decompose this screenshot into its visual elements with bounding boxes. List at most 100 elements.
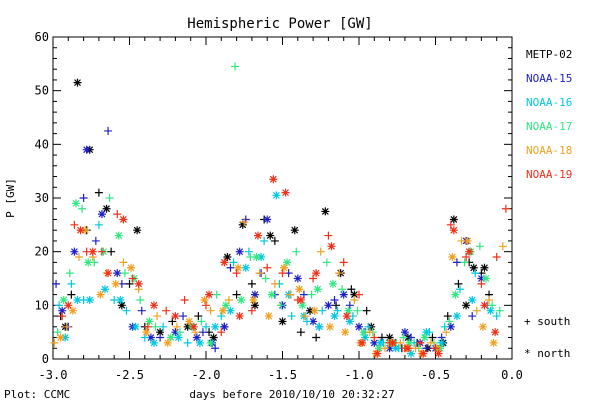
north-point [448,253,457,262]
south-point [128,274,137,283]
south-point [270,279,279,288]
marker-key: + south * north [524,315,570,360]
north-point [257,253,266,262]
south-point [202,301,210,310]
north-point [312,269,321,278]
north-point [489,338,498,347]
north-point [385,344,394,353]
south-point [345,301,354,310]
y-tick-label: 40 [35,137,49,151]
south-point [247,306,256,315]
south-point [217,328,226,337]
south-point [443,312,452,321]
north-point [71,199,80,208]
north-point [293,274,302,283]
south-point [477,279,486,288]
plot-frame [52,36,513,360]
south-point [472,306,481,315]
north-point [480,263,489,272]
north-point [296,295,305,304]
south-point [428,333,437,342]
north-point [223,253,232,262]
north-point [221,301,230,310]
north-point [370,338,379,347]
south-point [153,312,162,321]
north-point [477,274,486,283]
north-point [403,344,412,353]
south-point [445,317,454,326]
north-point [171,328,180,337]
south-point [488,301,497,310]
north-point [359,328,368,337]
south-point [175,328,184,337]
north-point [272,191,281,200]
south-point [55,301,64,310]
north-point [234,263,243,272]
x-tick-label: -1.0 [345,368,374,382]
south-point [206,306,215,315]
south-point [226,263,235,272]
north-point [298,301,307,310]
south-point [396,338,405,347]
north-point [131,322,140,331]
south-point [194,312,203,321]
north-point [341,328,350,337]
north-point [376,338,385,347]
south-point [94,220,103,229]
south-point [381,344,390,353]
north-point [321,207,330,216]
north-point [449,226,458,235]
south-point [122,306,131,315]
north-point [235,247,244,256]
south-point [107,247,116,256]
north-point [267,290,276,299]
north-point [452,312,461,321]
x-tick-label: -1.5 [268,368,297,382]
north-point [313,285,322,294]
south-point [105,194,114,202]
south-point [454,279,463,288]
south-point [407,333,416,342]
north-point [278,317,287,326]
north-point [309,317,318,326]
north-point [295,285,304,294]
south-point [377,333,386,342]
north-point [185,317,194,326]
legend: METP-02 NOAA-15 NOAA-16 NOAA-17 NOAA-18 NOAA-… [526,48,572,181]
south-point [197,317,206,326]
south-point [231,62,240,71]
south-point [495,306,504,315]
north-point [209,333,218,342]
south-point [217,312,226,321]
south-point [307,290,316,299]
north-point [330,312,339,321]
north-point [68,306,77,315]
south-point [316,247,325,256]
south-point [191,328,200,337]
south-point [247,279,256,288]
south-point [172,322,181,331]
north-point [171,312,180,321]
north-point [422,328,431,337]
south-point [296,328,305,337]
north-point [491,328,500,337]
north-point [250,290,259,299]
north-point [163,338,172,347]
footer-credit: Plot: CCMC [4,388,70,400]
north-point [133,226,142,235]
south-point [339,258,348,267]
north-point [102,204,111,213]
north-point [465,247,474,256]
north-point [327,242,336,251]
north-point [249,295,258,304]
north-point [97,210,106,219]
south-point [335,269,344,278]
north-point [113,269,122,278]
y-tick-label: 10 [35,298,49,312]
south-point [442,328,451,337]
north-point [254,231,263,240]
south-point [278,269,287,278]
y-axis-label: P [GW] [4,178,17,218]
south-point [94,188,103,197]
north-point [183,322,192,331]
